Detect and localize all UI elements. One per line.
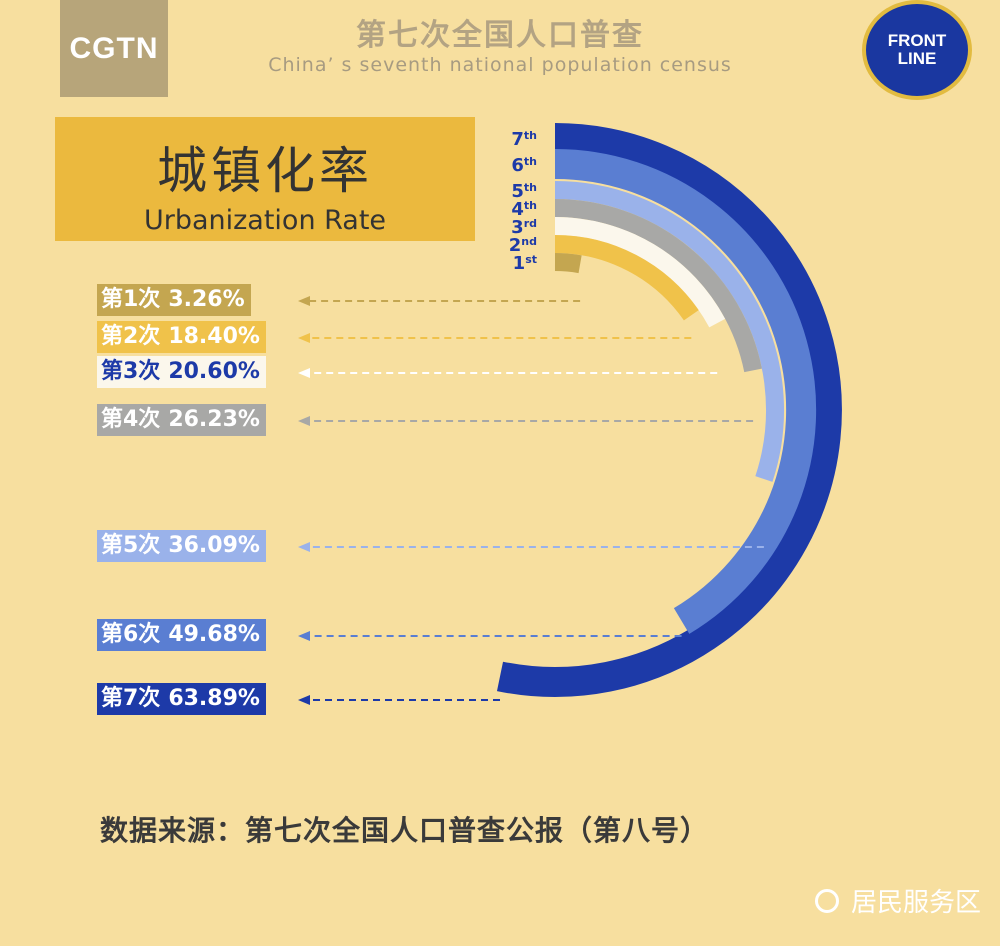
title-box: 城镇化率 Urbanization Rate xyxy=(55,117,475,241)
ring-arc-7 xyxy=(496,123,842,697)
ring-arc-2 xyxy=(554,235,699,321)
category-label: 第1次 xyxy=(101,287,161,312)
ring-arc-5 xyxy=(554,181,784,482)
data-label: 36.09% xyxy=(168,533,260,558)
frontline-logo: FRONT LINE xyxy=(862,0,972,100)
chart-subtitle: Urbanization Rate xyxy=(143,205,387,236)
category-label: 第3次 xyxy=(101,359,161,384)
leader-arrow-2 xyxy=(298,333,310,343)
category-label: 第2次 xyxy=(101,324,161,349)
data-label: 49.68% xyxy=(168,622,260,647)
data-label: 3.26% xyxy=(168,287,245,312)
leader-arrow-5 xyxy=(298,542,310,552)
watermark: 居民服务区 xyxy=(815,882,981,919)
category-label: 第5次 xyxy=(101,533,161,558)
ring-label-2: 2nd xyxy=(509,235,537,256)
data-label: 20.60% xyxy=(168,359,260,384)
data-label: 63.89% xyxy=(168,686,260,711)
ring-arc-1 xyxy=(554,253,582,274)
value-tag-5: 第5次 36.09% xyxy=(97,530,266,562)
ring-label-1: 1st xyxy=(513,253,537,274)
frontline-logo-line1: FRONT xyxy=(887,31,947,50)
wechat-icon xyxy=(815,888,839,913)
header-title: 第七次全国人口普查 xyxy=(356,18,644,53)
category-label: 第7次 xyxy=(101,686,161,711)
header-subtitle: China’ s seventh national population cen… xyxy=(268,54,732,76)
value-tag-1: 第1次 3.26% xyxy=(97,284,251,316)
category-label: 第4次 xyxy=(101,407,161,432)
value-tag-7: 第7次 63.89% xyxy=(97,683,266,715)
ring-label-7: 7th xyxy=(511,129,537,150)
frontline-logo-line2: LINE xyxy=(897,49,937,68)
ring-label-3: 3rd xyxy=(511,217,537,238)
value-tag-2: 第2次 18.40% xyxy=(97,321,266,353)
watermark-text: 居民服务区 xyxy=(851,888,982,918)
data-source-note: 数据来源：第七次全国人口普查公报（第八号） xyxy=(100,814,710,847)
data-label: 26.23% xyxy=(168,407,260,432)
category-label: 第6次 xyxy=(101,622,161,647)
value-tag-6: 第6次 49.68% xyxy=(97,619,266,651)
leader-arrow-6 xyxy=(298,631,310,641)
ring-label-5: 5th xyxy=(511,181,537,202)
ring-label-4: 4th xyxy=(511,199,537,220)
leader-arrow-4 xyxy=(298,416,310,426)
cgtn-logo: CGTN xyxy=(60,0,168,97)
value-tag-4: 第4次 26.23% xyxy=(97,404,266,436)
ring-label-6: 6th xyxy=(511,155,537,176)
ring-arc-4 xyxy=(554,199,762,373)
leader-arrow-3 xyxy=(298,368,310,378)
data-label: 18.40% xyxy=(168,324,260,349)
leader-arrow-7 xyxy=(298,695,310,705)
chart-title: 城镇化率 xyxy=(157,142,373,200)
value-tag-3: 第3次 20.60% xyxy=(97,356,266,388)
leader-arrow-1 xyxy=(298,296,310,306)
ring-arc-3 xyxy=(554,217,726,328)
ring-arc-6 xyxy=(554,149,817,634)
